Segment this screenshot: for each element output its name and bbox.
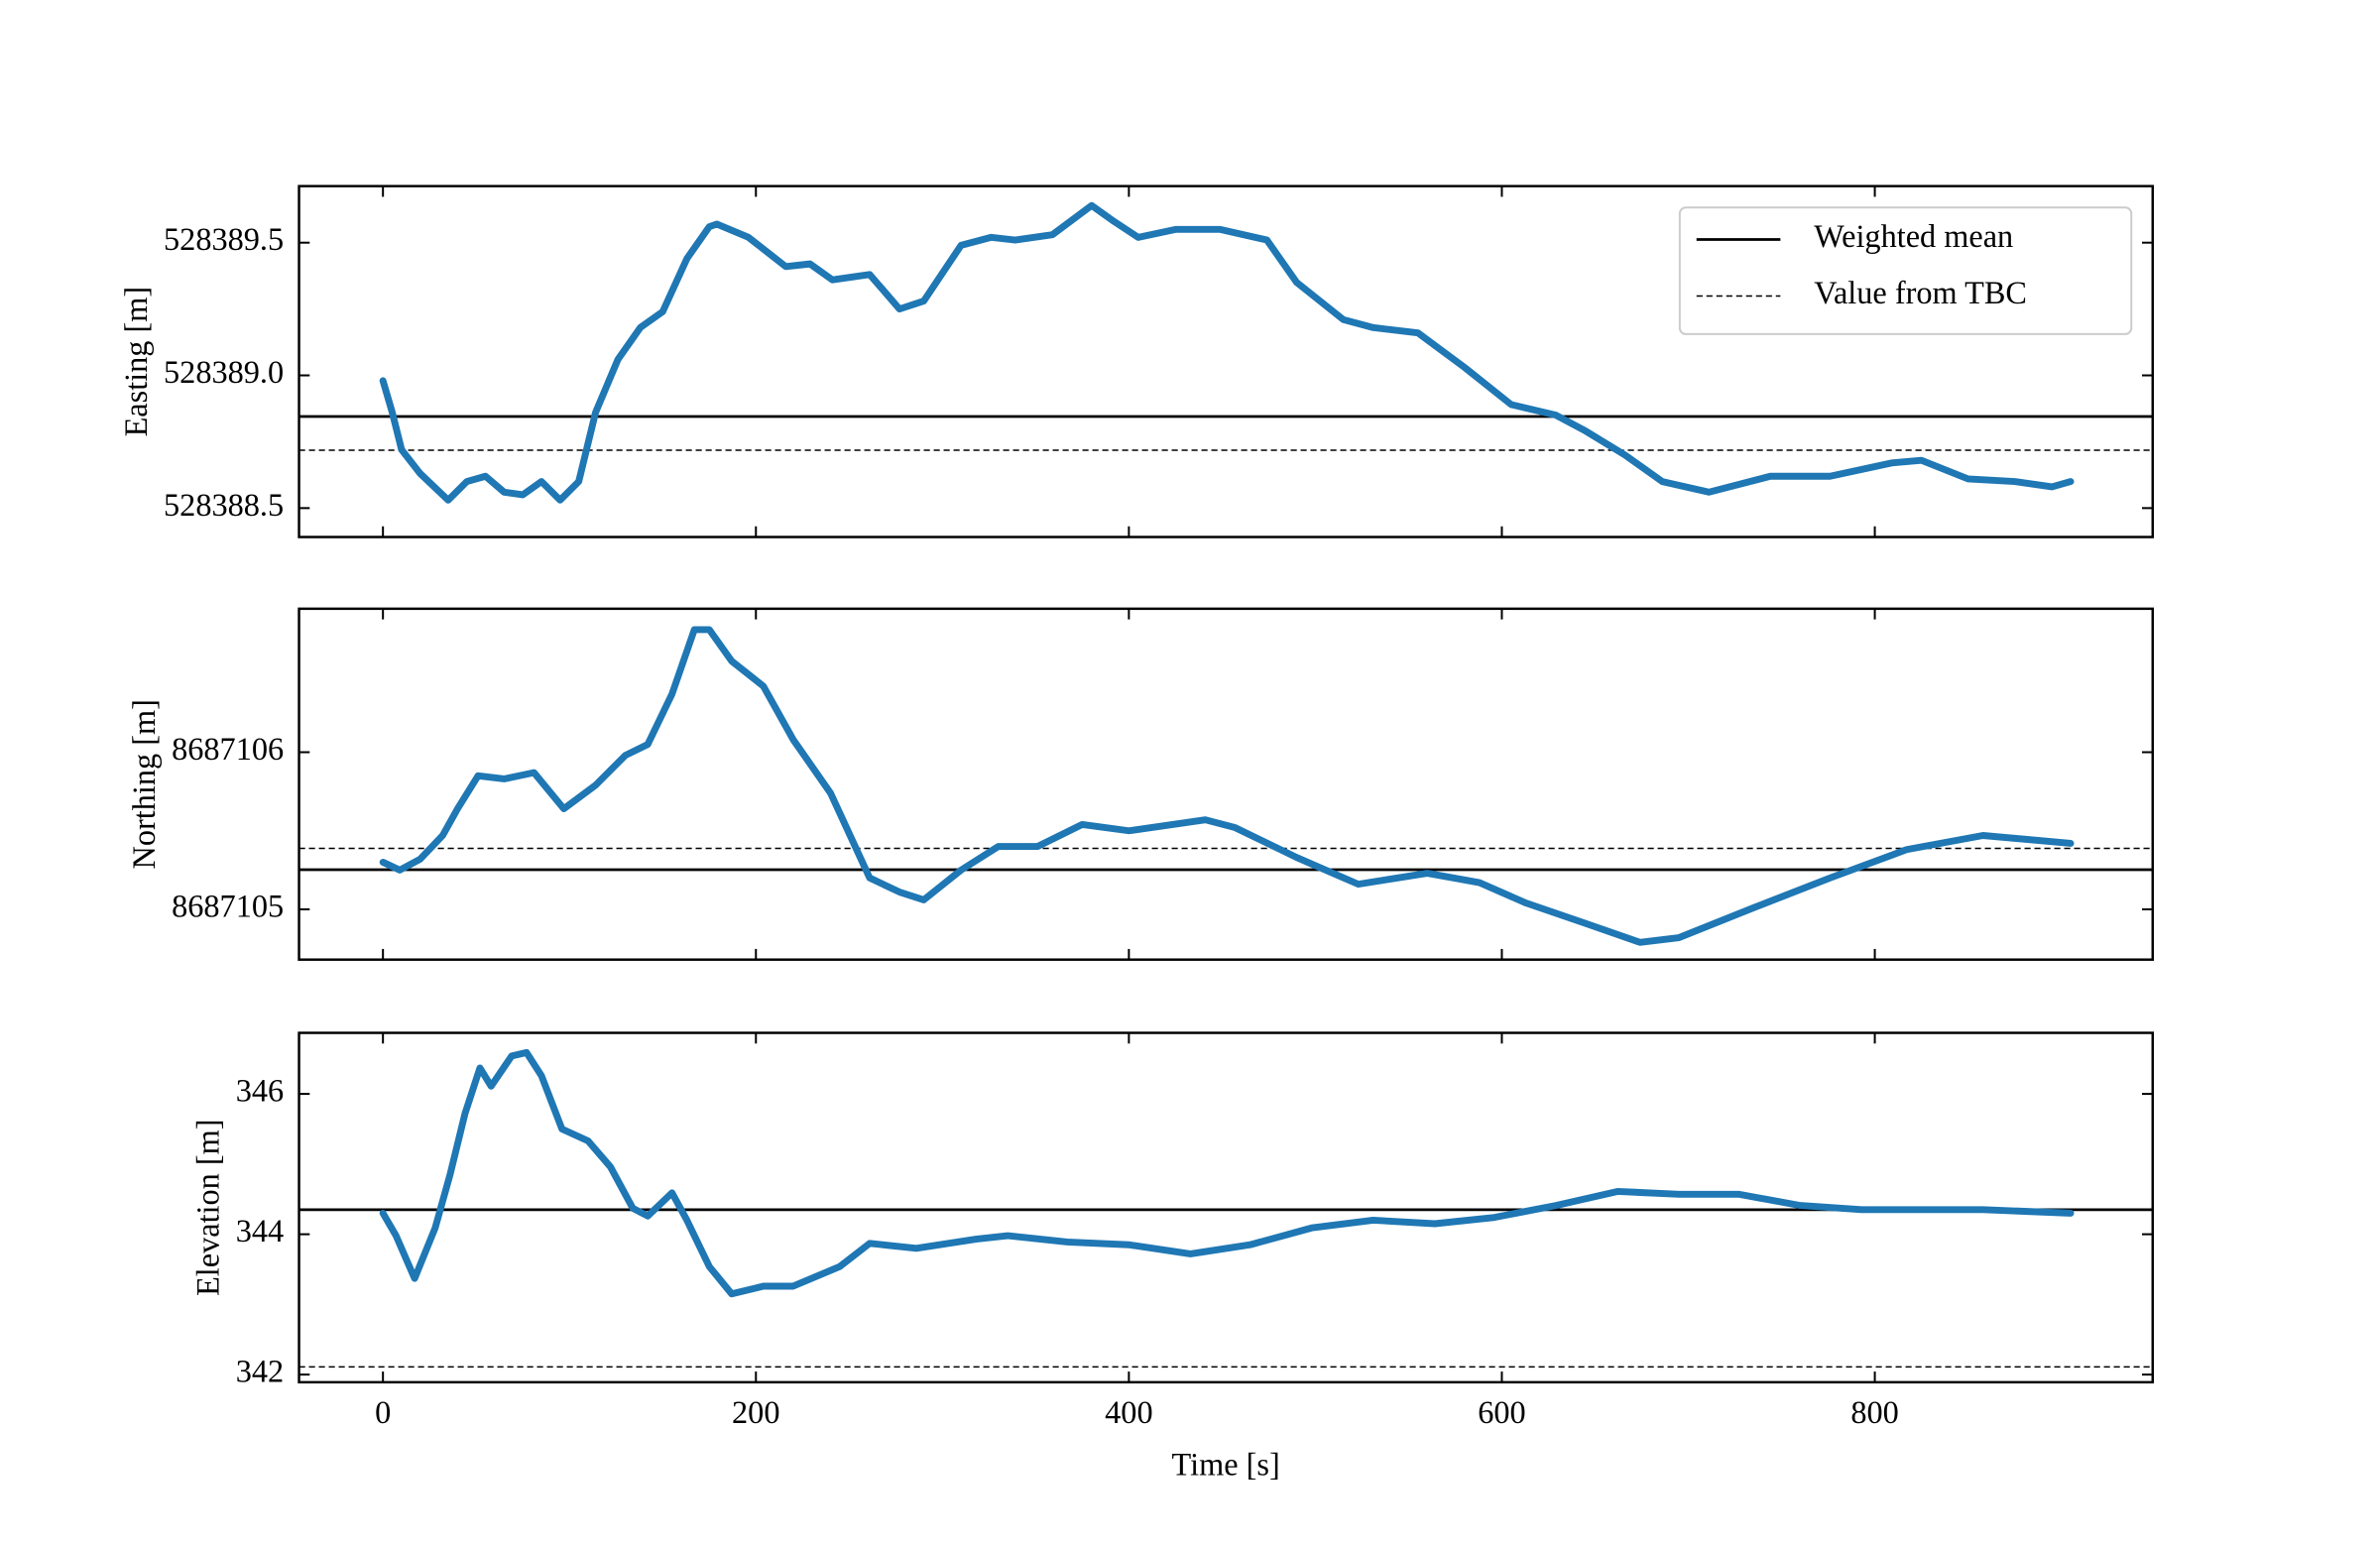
y-tick-label: 8687106	[172, 731, 284, 767]
y-tick-label: 342	[236, 1354, 284, 1389]
data-line	[379, 201, 2075, 504]
legend-label: Value from TBC	[1814, 275, 2027, 310]
axes-frame	[298, 184, 2154, 538]
x-tick-label: 600	[1478, 1394, 1525, 1430]
x-tick-label: 800	[1850, 1394, 1898, 1430]
y-axis-label: Northing [m]	[126, 699, 162, 869]
x-tick-label: 200	[732, 1394, 779, 1430]
legend-label: Weighted mean	[1814, 218, 2013, 254]
y-tick-label: 528388.5	[164, 487, 284, 523]
x-tick-label: 400	[1105, 1394, 1152, 1430]
legend: Weighted mean Value from TBC	[1678, 206, 2133, 335]
axes-frame	[298, 1031, 2154, 1384]
y-tick-label: 528389.5	[164, 221, 284, 257]
y-tick-label: 8687105	[172, 888, 284, 923]
data-line	[379, 626, 2075, 946]
data-line	[379, 1048, 2075, 1298]
subplot: 0 200 400 600 800 342 344 346 Elevation [m] Time …	[189, 1031, 2154, 1482]
x-axis-label: Time [s]	[1172, 1446, 1280, 1482]
x-tick-label: 0	[375, 1394, 391, 1430]
axes-frame	[298, 607, 2154, 961]
y-tick-label: 344	[236, 1213, 284, 1249]
y-axis-label: Elevation [m]	[189, 1119, 225, 1295]
y-axis-label: Easting [m]	[118, 287, 154, 437]
y-tick-label: 346	[236, 1073, 284, 1109]
subplot: 8687105 8687106 Northing [m]	[126, 607, 2154, 961]
y-tick-label: 528389.0	[164, 354, 284, 390]
legend-box	[1678, 206, 2133, 335]
subplot: 528388.5 528389.0 528389.5 Easting [m]	[118, 184, 2154, 538]
